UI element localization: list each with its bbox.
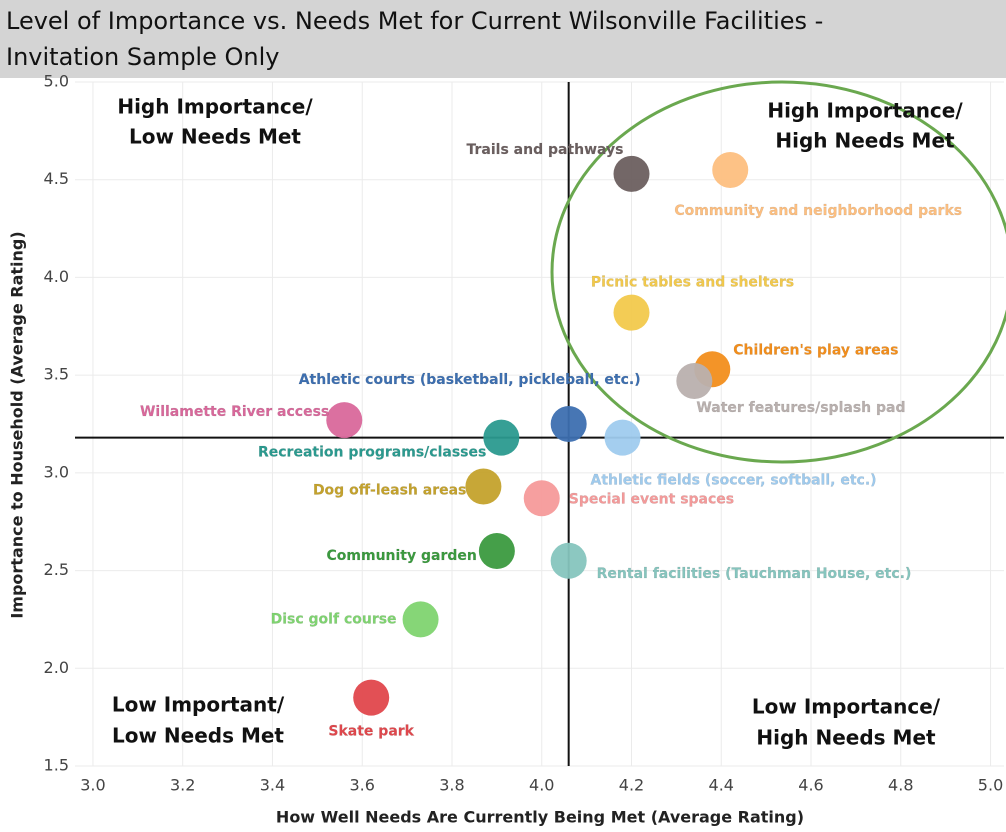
point-label: Children's play areas [733,342,898,358]
title-band [0,0,1006,78]
x-tick-label: 5.0 [978,776,1003,795]
point-label: Special event spaces [569,491,734,507]
quadrant-label: High Needs Met [775,129,955,153]
x-tick-label: 4.4 [709,776,734,795]
x-tick-label: 3.0 [80,776,105,795]
y-tick-label: 4.0 [44,267,69,286]
y-tick-label: 5.0 [44,72,69,91]
chart-title: Level of Importance vs. Needs Met for Cu… [6,7,823,35]
highlight-ellipse [550,80,1006,464]
point-label: Athletic courts (basketball, pickleball,… [299,372,641,388]
point-label: Water features/splash pad [696,400,905,416]
y-tick-label: 1.5 [44,756,69,775]
point-label: Disc golf course [271,611,397,627]
point-label: Dog off-leash areas [313,483,466,499]
x-tick-label: 3.8 [439,776,464,795]
point-label: Recreation programs/classes [258,445,486,461]
point-label: Community and neighborhood parks [674,203,962,219]
point [712,151,749,188]
x-tick-label: 3.6 [350,776,375,795]
y-tick-label: 2.0 [44,658,69,677]
chart-title: Invitation Sample Only [6,43,279,71]
point [550,542,587,579]
point [613,294,650,331]
point [326,402,363,439]
quadrant-label: Low Needs Met [112,724,284,748]
quadrant-label: High Importance/ [117,95,313,119]
x-tick-label: 4.8 [888,776,913,795]
quadrant-label: High Importance/ [767,99,963,123]
quadrant-label: Low Important/ [112,693,285,717]
point [604,419,641,456]
point [523,480,560,517]
quadrant-label: High Needs Met [756,726,936,750]
x-tick-label: 4.2 [619,776,644,795]
point-label: Rental facilities (Tauchman House, etc.) [597,566,912,582]
point-label: Trails and pathways [466,142,623,158]
point-label: Skate park [328,724,414,740]
point [402,601,439,638]
point-label: Willamette River access [140,404,329,420]
x-tick-label: 4.0 [529,776,554,795]
point-label: Athletic fields (soccer, softball, etc.) [591,473,877,489]
x-axis-title: How Well Needs Are Currently Being Met (… [276,808,804,827]
x-tick-label: 4.6 [798,776,823,795]
quadrant-label: Low Importance/ [752,695,941,719]
y-axis-title: Importance to Household (Average Rating) [8,231,27,618]
y-tick-label: 2.5 [44,560,69,579]
point [550,406,587,442]
quadrant-label: Low Needs Met [129,125,301,149]
point-label: Community garden [327,548,477,564]
point [353,679,390,716]
point [613,155,650,192]
y-tick-label: 3.0 [44,462,69,481]
point [478,533,515,570]
plot-area [75,82,1004,766]
x-tick-label: 3.4 [260,776,285,795]
x-tick-label: 3.2 [170,776,195,795]
point [465,468,502,505]
y-tick-label: 4.5 [44,169,69,188]
y-tick-label: 3.5 [44,365,69,384]
point [483,419,520,456]
point-label: Picnic tables and shelters [591,275,794,291]
point [676,363,713,400]
